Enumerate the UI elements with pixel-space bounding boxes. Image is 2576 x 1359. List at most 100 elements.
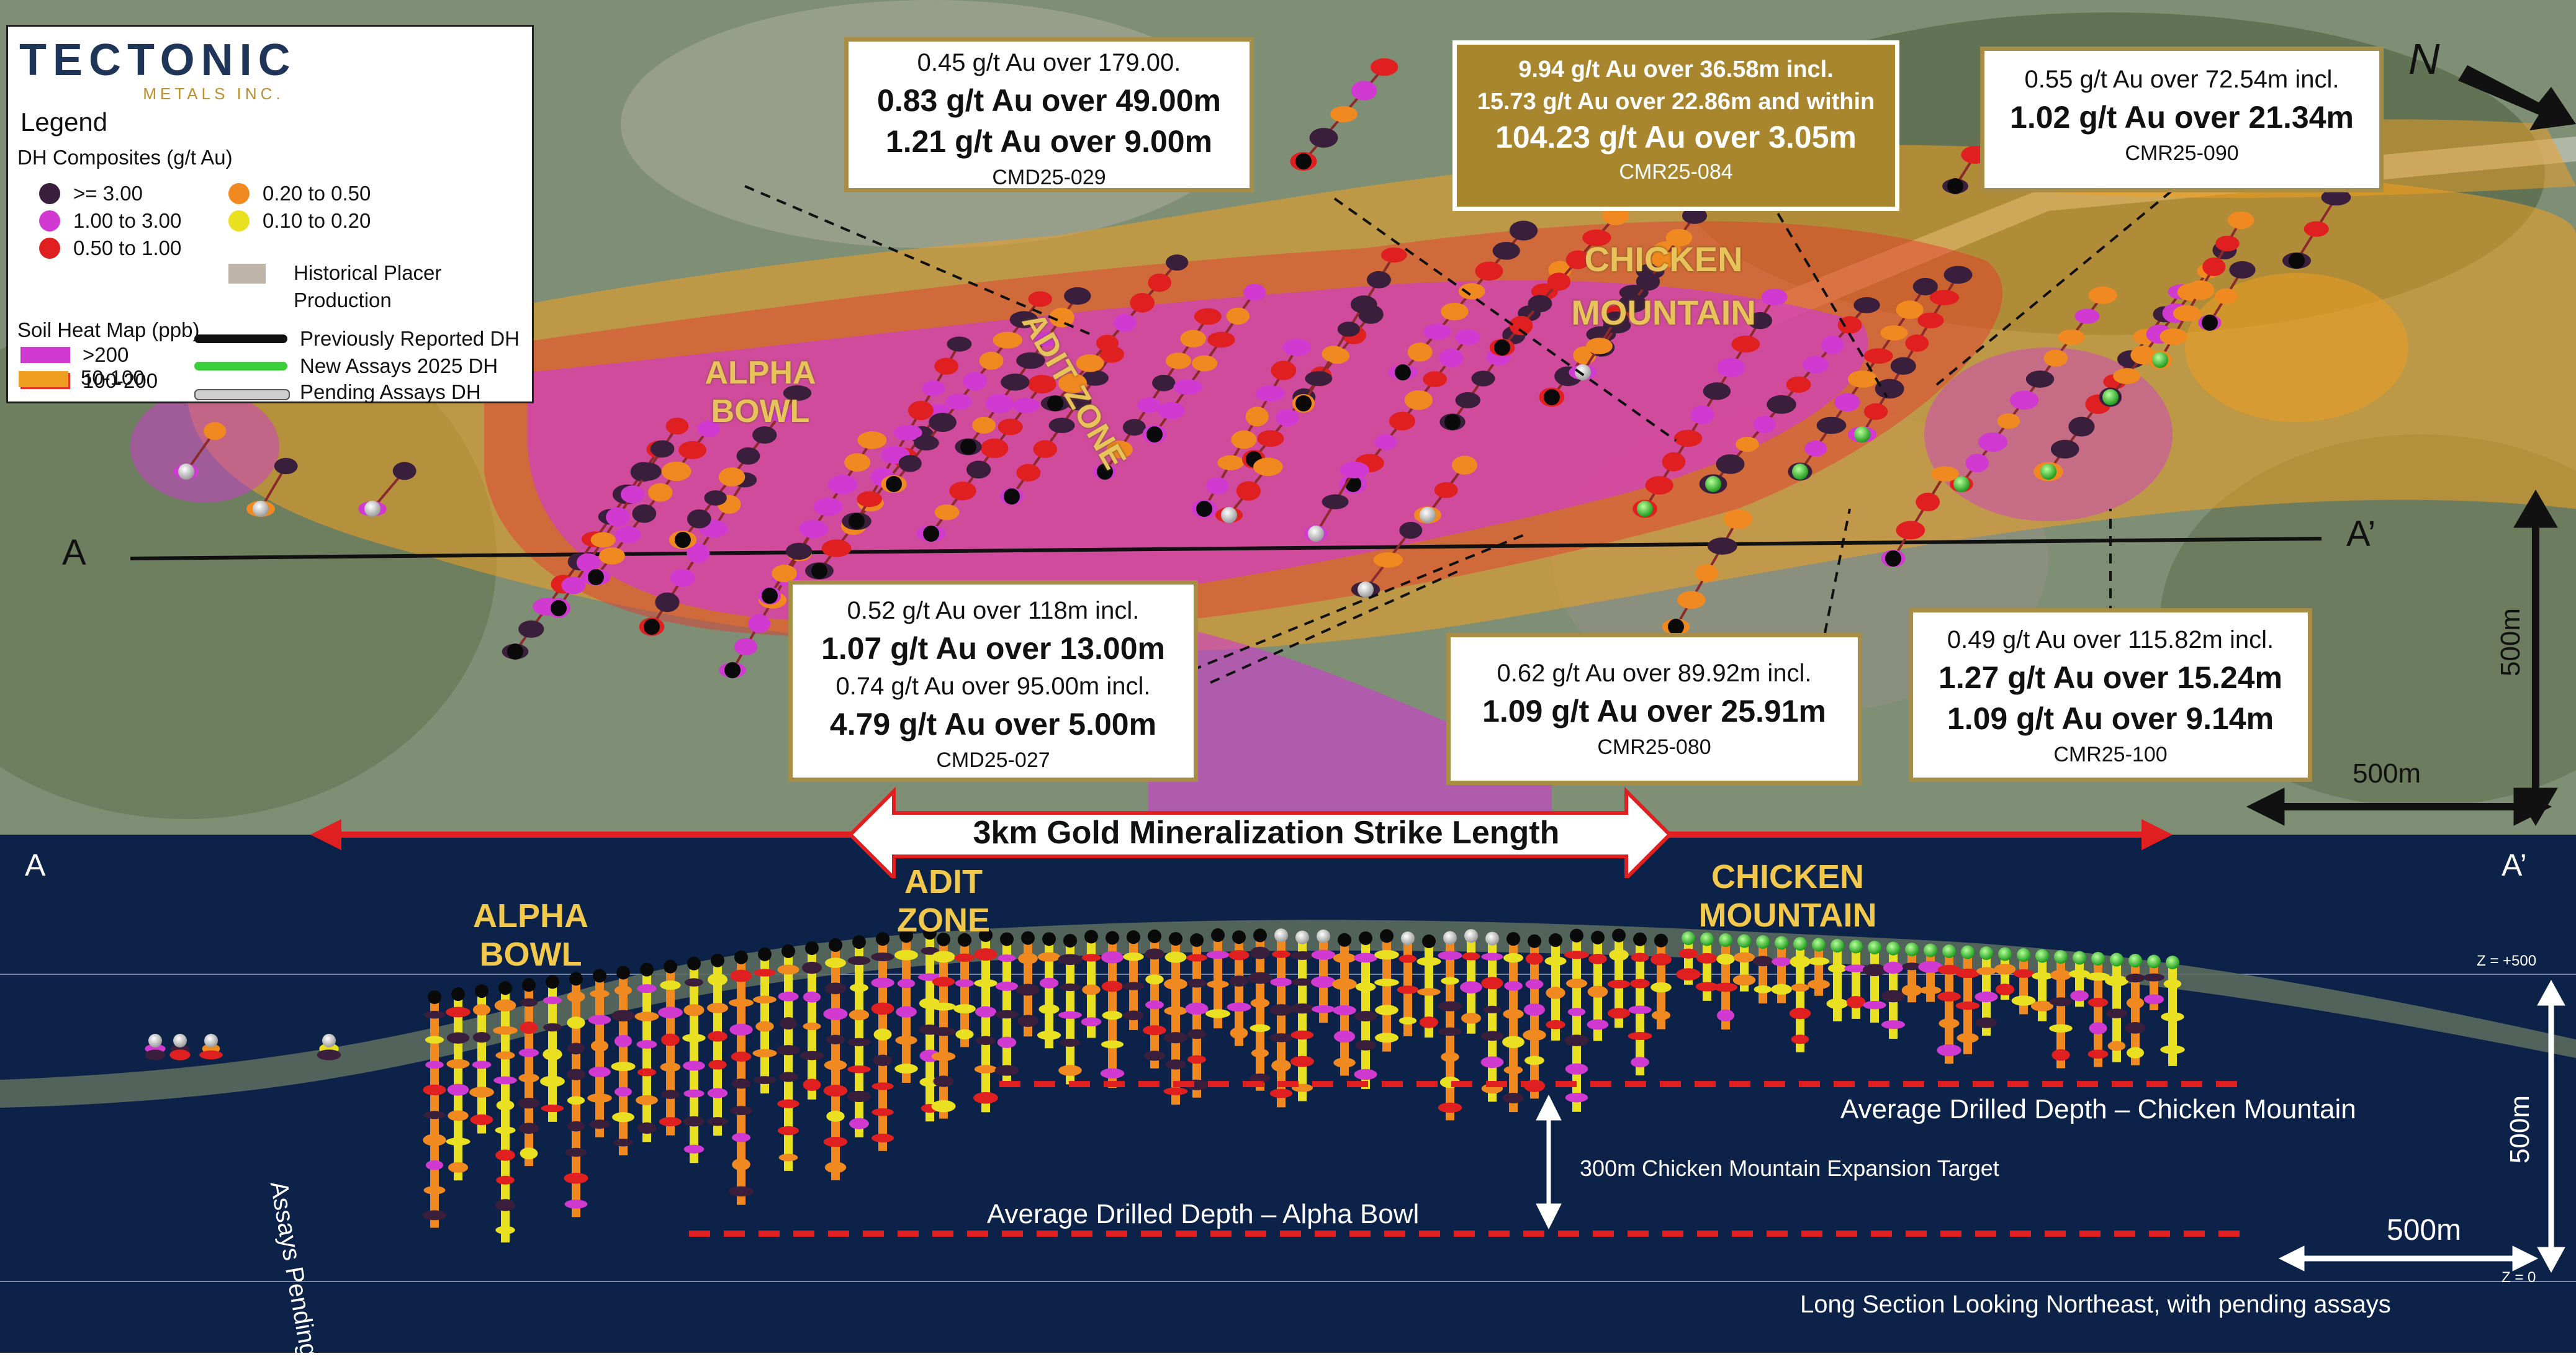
section-assay-interval — [1164, 1032, 1187, 1044]
plan-assay-interval — [1997, 413, 2020, 429]
section-assay-interval — [1228, 949, 1250, 961]
section-collar-previous — [829, 938, 842, 953]
section-assay-interval — [975, 1036, 996, 1046]
section-assay-interval — [1607, 979, 1631, 989]
section-z0-label: Z = 0 — [2502, 1269, 2536, 1286]
plan-assay-interval — [1049, 307, 1074, 328]
plan-assay-interval — [2321, 189, 2351, 206]
map-scale-bars — [2246, 490, 2558, 826]
plan-assay-interval — [1309, 128, 1338, 148]
section-label-alpha-bowl: ALPHA BOWL — [473, 897, 588, 973]
section-assay-interval — [894, 1064, 918, 1074]
section-assay-interval — [894, 949, 918, 961]
section-collar-new — [1924, 943, 1937, 958]
plan-assay-interval — [963, 372, 988, 391]
plan-assay-interval — [2088, 286, 2117, 304]
leader-lines — [744, 179, 2186, 684]
plan-assay-interval — [1665, 228, 1693, 247]
section-collar-previous — [428, 990, 441, 1004]
section-drillhole — [1945, 956, 1953, 1064]
section-collar-new — [1719, 933, 1732, 947]
section-assay-interval — [931, 1100, 956, 1113]
section-assay-interval — [2049, 1024, 2073, 1033]
section-assay-interval — [753, 995, 777, 1003]
section-assay-interval — [2050, 969, 2072, 981]
plan-assay-interval — [1931, 466, 1959, 482]
plan-assay-interval — [576, 553, 600, 572]
section-collar-new — [1812, 938, 1826, 952]
section-assay-interval — [1524, 1056, 1544, 1065]
section-collar-new — [2073, 951, 2086, 965]
section-assay-interval — [823, 1008, 848, 1020]
section-assay-interval — [1187, 1055, 1206, 1064]
plan-assay-interval — [2074, 308, 2100, 324]
plan-assay-interval — [678, 441, 707, 459]
section-assay-interval — [1609, 949, 1629, 961]
section-drillhole — [1509, 944, 1518, 1113]
section-collar-previous — [1042, 932, 1056, 946]
section-assay-interval — [1630, 979, 1650, 989]
section-assay-interval — [706, 1002, 729, 1013]
plan-assay-interval — [1130, 293, 1155, 313]
plan-assay-interval — [1305, 371, 1333, 387]
plan-collar-previous — [849, 513, 865, 529]
section-assay-interval — [850, 984, 868, 992]
plan-assay-interval — [1853, 297, 1880, 313]
callout-cmr090-line2: 1.02 g/t Au over 21.34m — [2010, 100, 2354, 135]
section-assay-interval — [1503, 1008, 1524, 1020]
section-assay-interval — [1975, 991, 1998, 1003]
plan-assay-interval — [979, 351, 1004, 370]
section-assay-interval — [495, 1051, 515, 1060]
section-collar-previous — [1021, 931, 1035, 945]
section-collar-pending — [204, 1034, 218, 1047]
section-assay-interval — [931, 1027, 956, 1036]
section-assay-interval — [777, 1045, 800, 1056]
section-assay-interval — [1732, 974, 1756, 986]
section-assay-interval — [1939, 1018, 1960, 1029]
section-assay-interval — [1312, 1005, 1335, 1013]
plan-assay-interval — [1917, 312, 1944, 329]
section-assay-interval — [1827, 964, 1847, 973]
plan-collar-previous — [1047, 395, 1063, 411]
section-assay-interval — [493, 1026, 518, 1035]
section-drillhole — [2019, 960, 2028, 1015]
section-assay-interval — [729, 998, 754, 1007]
section-collar-previous — [1253, 928, 1267, 943]
plan-assay-interval — [1366, 271, 1391, 289]
section-assay-interval — [1631, 953, 1649, 962]
section-assay-interval — [1164, 978, 1187, 990]
plan-assay-interval — [1585, 338, 1613, 354]
plan-assay-interval — [1662, 452, 1686, 472]
section-drillhole — [1796, 949, 1804, 1052]
section-assay-interval — [1270, 977, 1292, 987]
section-assay-interval — [567, 1016, 585, 1029]
plan-assay-interval — [1180, 330, 1206, 348]
section-assay-interval — [1482, 1005, 1502, 1013]
section-assay-interval — [1587, 985, 1608, 998]
plan-assay-interval — [1166, 352, 1191, 369]
section-assay-interval — [847, 1065, 871, 1074]
section-collar-pending — [173, 1034, 187, 1047]
section-drillhole — [1870, 953, 1879, 1023]
section-assay-interval — [1808, 979, 1830, 990]
plan-collar-pending — [1575, 364, 1591, 380]
section-assay-interval — [1567, 1007, 1586, 1016]
legend-swatch-placer — [228, 264, 266, 284]
plan-drillhole-trace — [1892, 473, 1947, 560]
section-assay-interval — [685, 978, 703, 987]
plan-assay-interval — [1509, 220, 1538, 241]
plan-collar-pending — [253, 501, 269, 517]
section-assay-interval — [1695, 982, 1719, 992]
section-assay-interval — [1269, 1004, 1293, 1016]
section-assay-interval — [1250, 998, 1270, 1008]
section-assay-interval — [495, 1149, 515, 1161]
section-assay-interval — [1250, 946, 1270, 959]
section-drillhole — [1382, 941, 1391, 1052]
section-assay-interval — [565, 1147, 587, 1157]
section-collar-previous — [1000, 932, 1014, 946]
section-assay-interval — [871, 1002, 894, 1015]
section-assay-interval — [1165, 1059, 1186, 1070]
section-collar-previous — [758, 947, 772, 961]
section-collar-pending — [322, 1034, 336, 1047]
plan-assay-interval — [1707, 537, 1737, 555]
